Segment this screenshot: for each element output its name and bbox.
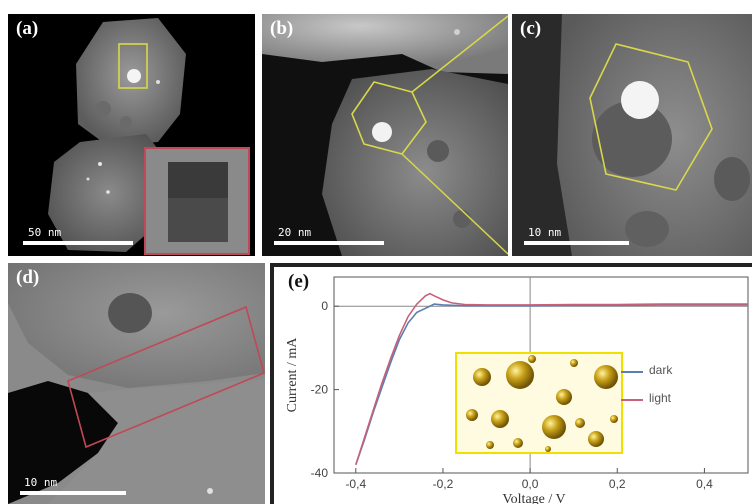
legend-item-dark: dark — [621, 363, 673, 377]
y-axis-label: Current / mA — [285, 337, 300, 413]
legend-label-light: light — [649, 391, 672, 405]
panel-c: (c) 10 nm — [512, 14, 752, 256]
panel-a-label: (a) — [16, 18, 39, 39]
panel-c-micrograph — [512, 14, 752, 256]
legend-swatch-light — [621, 399, 643, 401]
gold-particle — [542, 415, 566, 439]
gold-particle — [556, 389, 572, 405]
panel-b-label: (b) — [270, 18, 294, 39]
panel-e-label: (e) — [288, 271, 310, 292]
y-tick-label: -40 — [311, 466, 329, 480]
gold-particle — [570, 359, 578, 367]
panel-a-micrograph — [48, 18, 250, 255]
gold-particle — [610, 415, 618, 423]
gold-particle — [473, 368, 491, 386]
panel-d-label: (d) — [16, 267, 40, 288]
panel-b-micrograph — [262, 14, 508, 256]
gold-particle — [588, 431, 604, 447]
panel-d-red-box — [67, 305, 265, 449]
gold-particle — [466, 409, 478, 421]
legend-swatch-dark — [621, 371, 643, 373]
gold-particle — [506, 361, 534, 389]
panel-c-label: (c) — [520, 18, 542, 39]
panel-d-scalebar-label: 10 nm — [24, 476, 58, 489]
panel-d: (d) 10 nm — [8, 263, 265, 504]
x-axis-label: Voltage / V — [502, 492, 565, 504]
panel-b-scalebar — [274, 241, 384, 245]
gold-particle — [513, 438, 523, 448]
gold-particle — [491, 410, 509, 428]
panel-a-scalebar — [23, 241, 133, 245]
panel-c-hexagon — [589, 43, 713, 191]
y-tick-label: 0 — [321, 299, 328, 313]
gold-particle — [575, 418, 585, 428]
x-tick-label: -0,4 — [345, 477, 366, 491]
panel-d-micrograph — [8, 263, 265, 504]
gold-particle — [545, 446, 551, 452]
panel-a-scalebar-label: 50 nm — [28, 226, 62, 239]
gold-particle — [594, 365, 618, 389]
gold-particle — [486, 441, 494, 449]
x-tick-label: -0,2 — [433, 477, 454, 491]
series-line-dark — [355, 303, 748, 465]
y-tick-label: -20 — [311, 383, 329, 397]
panel-c-scalebar — [524, 241, 629, 245]
panel-b: (b) 20 nm — [262, 14, 508, 256]
legend-label-dark: dark — [649, 363, 673, 377]
x-tick-label: 0,2 — [609, 477, 626, 491]
gold-nanoparticle-inset — [455, 352, 623, 454]
legend-item-light: light — [621, 391, 672, 405]
x-tick-label: 0,4 — [696, 477, 713, 491]
panel-c-scalebar-label: 10 nm — [528, 226, 562, 239]
series-line-light — [355, 292, 748, 465]
panel-b-scalebar-label: 20 nm — [278, 226, 312, 239]
plot-frame — [333, 276, 749, 474]
iv-chart: -0,4 -0,2 0,0 0,2 0,4 0 -20 -40 Current / mA Vo… — [285, 276, 749, 504]
panel-a: (a) 50 nm — [8, 14, 255, 256]
panel-e-chart: (e) -0,4 -0,2 0,0 0,2 0,4 0 -20 -40 Current / m… — [270, 263, 752, 504]
panel-d-scalebar — [20, 491, 126, 495]
panel-a-yellow-box — [118, 43, 148, 89]
gold-particle — [528, 355, 536, 363]
x-tick-label: 0,0 — [522, 477, 539, 491]
